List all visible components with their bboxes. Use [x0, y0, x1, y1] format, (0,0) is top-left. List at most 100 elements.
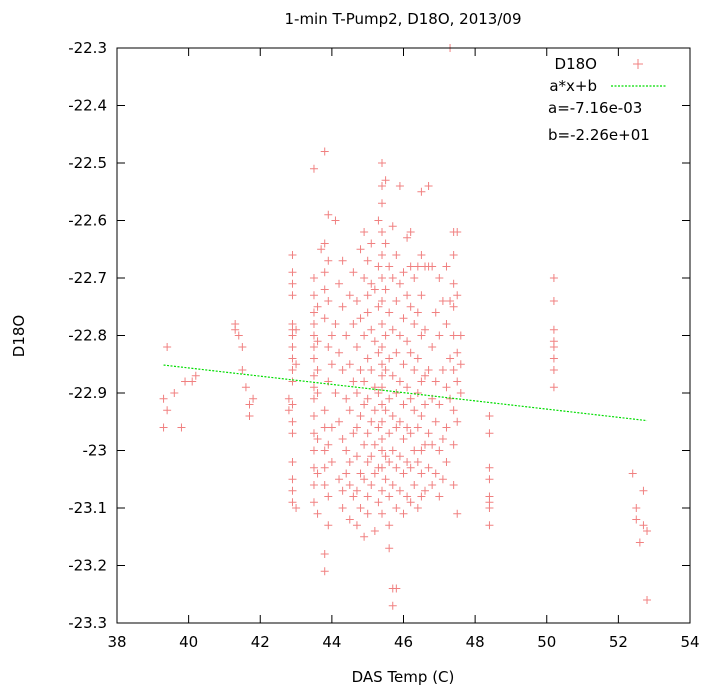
data-point: [288, 486, 297, 495]
data-point: [417, 377, 426, 386]
data-point: [399, 400, 408, 409]
data-point: [406, 348, 415, 357]
fit-coefficient-b: b=-2.26e+01: [548, 126, 650, 144]
data-point: [309, 371, 318, 380]
data-point: [313, 509, 322, 518]
data-point: [388, 446, 397, 455]
data-point: [549, 383, 558, 392]
data-point: [309, 164, 318, 173]
data-point: [385, 354, 394, 363]
data-point: [381, 239, 390, 248]
data-point: [324, 492, 333, 501]
data-point: [367, 279, 376, 288]
data-point: [428, 440, 437, 449]
plot-frame: [116, 47, 691, 624]
data-point: [360, 228, 369, 236]
data-point: [374, 389, 383, 397]
data-point: [345, 360, 354, 369]
data-point: [417, 446, 426, 455]
data-point: [238, 366, 247, 374]
data-point: [309, 446, 318, 455]
data-point: [338, 486, 347, 495]
data-point: [349, 429, 358, 438]
data-point: [234, 331, 243, 340]
data-point: [313, 366, 322, 374]
data-point: [410, 406, 419, 415]
data-point: [442, 458, 451, 466]
data-point: [231, 325, 240, 334]
data-point: [288, 268, 297, 277]
data-point: [367, 481, 376, 489]
data-point: [392, 251, 401, 259]
data-point: [320, 268, 329, 277]
data-point: [417, 412, 426, 420]
data-point: [181, 377, 190, 386]
data-point: [320, 285, 329, 294]
data-point: [385, 458, 394, 466]
data-point: [342, 394, 351, 403]
data-point: [360, 532, 369, 541]
data-point: [159, 423, 168, 432]
data-point: [456, 389, 465, 397]
data-point: [378, 383, 387, 392]
fit-coefficient-a: a=-7.16e-03: [548, 99, 642, 117]
data-point: [392, 584, 401, 593]
data-point: [338, 366, 347, 374]
data-point: [431, 377, 440, 386]
data-point: [449, 279, 458, 288]
legend-scatter-marker: [633, 59, 643, 69]
data-point: [485, 463, 494, 472]
data-point: [381, 176, 390, 185]
data-point: [549, 297, 558, 305]
data-point: [320, 423, 329, 432]
data-point: [385, 308, 394, 317]
data-point: [356, 245, 365, 254]
data-point: [381, 452, 390, 461]
data-point: [352, 521, 361, 530]
data-point: [309, 308, 318, 317]
data-point: [356, 504, 365, 512]
data-point: [643, 596, 652, 604]
data-point: [378, 182, 387, 190]
data-point: [317, 245, 326, 254]
data-point: [388, 601, 397, 610]
data-point: [335, 348, 344, 357]
data-point: [378, 463, 387, 472]
data-point: [449, 406, 458, 415]
legend: D18O a*x+b a=-7.16e-03 b=-2.26e+01: [548, 55, 666, 144]
data-point: [438, 435, 447, 443]
data-point: [485, 504, 494, 512]
data-point: [288, 429, 297, 438]
data-point: [424, 182, 433, 190]
x-tick-label: 44: [322, 633, 341, 651]
data-point: [381, 475, 390, 484]
data-point: [395, 377, 404, 386]
data-point: [309, 343, 318, 351]
data-point: [413, 308, 422, 317]
data-point: [331, 389, 340, 397]
data-point: [324, 297, 333, 305]
data-point: [309, 320, 318, 328]
data-point: [453, 291, 462, 300]
data-point: [431, 469, 440, 478]
data-point: [320, 463, 329, 472]
data-point: [309, 331, 318, 340]
data-point: [363, 509, 372, 518]
data-point: [363, 308, 372, 317]
data-point: [399, 509, 408, 518]
data-point: [388, 222, 397, 231]
scatter-points: [159, 44, 652, 610]
data-point: [403, 458, 412, 466]
x-tick-label: 48: [466, 633, 485, 651]
data-point: [245, 412, 254, 420]
data-point: [378, 486, 387, 495]
data-point: [324, 256, 333, 265]
data-point: [392, 504, 401, 512]
data-point: [428, 262, 437, 271]
data-point: [392, 463, 401, 472]
data-point: [399, 435, 408, 443]
data-point: [288, 498, 297, 507]
data-point: [349, 492, 358, 501]
x-tick-label: 42: [251, 633, 270, 651]
